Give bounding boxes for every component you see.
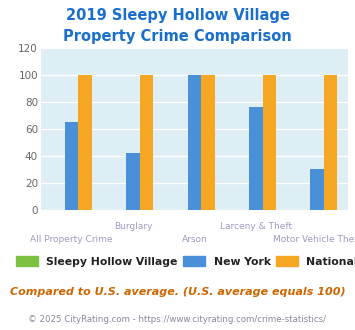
Bar bbox=[126, 153, 140, 210]
Bar bbox=[310, 169, 324, 210]
Text: All Property Crime: All Property Crime bbox=[30, 235, 113, 244]
Bar bbox=[140, 75, 153, 210]
Bar bbox=[324, 75, 338, 210]
Bar bbox=[78, 75, 92, 210]
Bar bbox=[187, 75, 201, 210]
Text: © 2025 CityRating.com - https://www.cityrating.com/crime-statistics/: © 2025 CityRating.com - https://www.city… bbox=[28, 315, 327, 324]
Bar bbox=[201, 75, 215, 210]
Text: Burglary: Burglary bbox=[114, 222, 152, 231]
Bar bbox=[263, 75, 276, 210]
Text: Arson: Arson bbox=[181, 235, 207, 244]
Legend: Sleepy Hollow Village, New York, National: Sleepy Hollow Village, New York, Nationa… bbox=[16, 256, 355, 267]
Text: 2019 Sleepy Hollow Village
Property Crime Comparison: 2019 Sleepy Hollow Village Property Crim… bbox=[63, 8, 292, 44]
Bar bbox=[249, 107, 263, 210]
Bar bbox=[65, 122, 78, 210]
Text: Larceny & Theft: Larceny & Theft bbox=[220, 222, 292, 231]
Text: Motor Vehicle Theft: Motor Vehicle Theft bbox=[273, 235, 355, 244]
Text: Compared to U.S. average. (U.S. average equals 100): Compared to U.S. average. (U.S. average … bbox=[10, 287, 345, 297]
